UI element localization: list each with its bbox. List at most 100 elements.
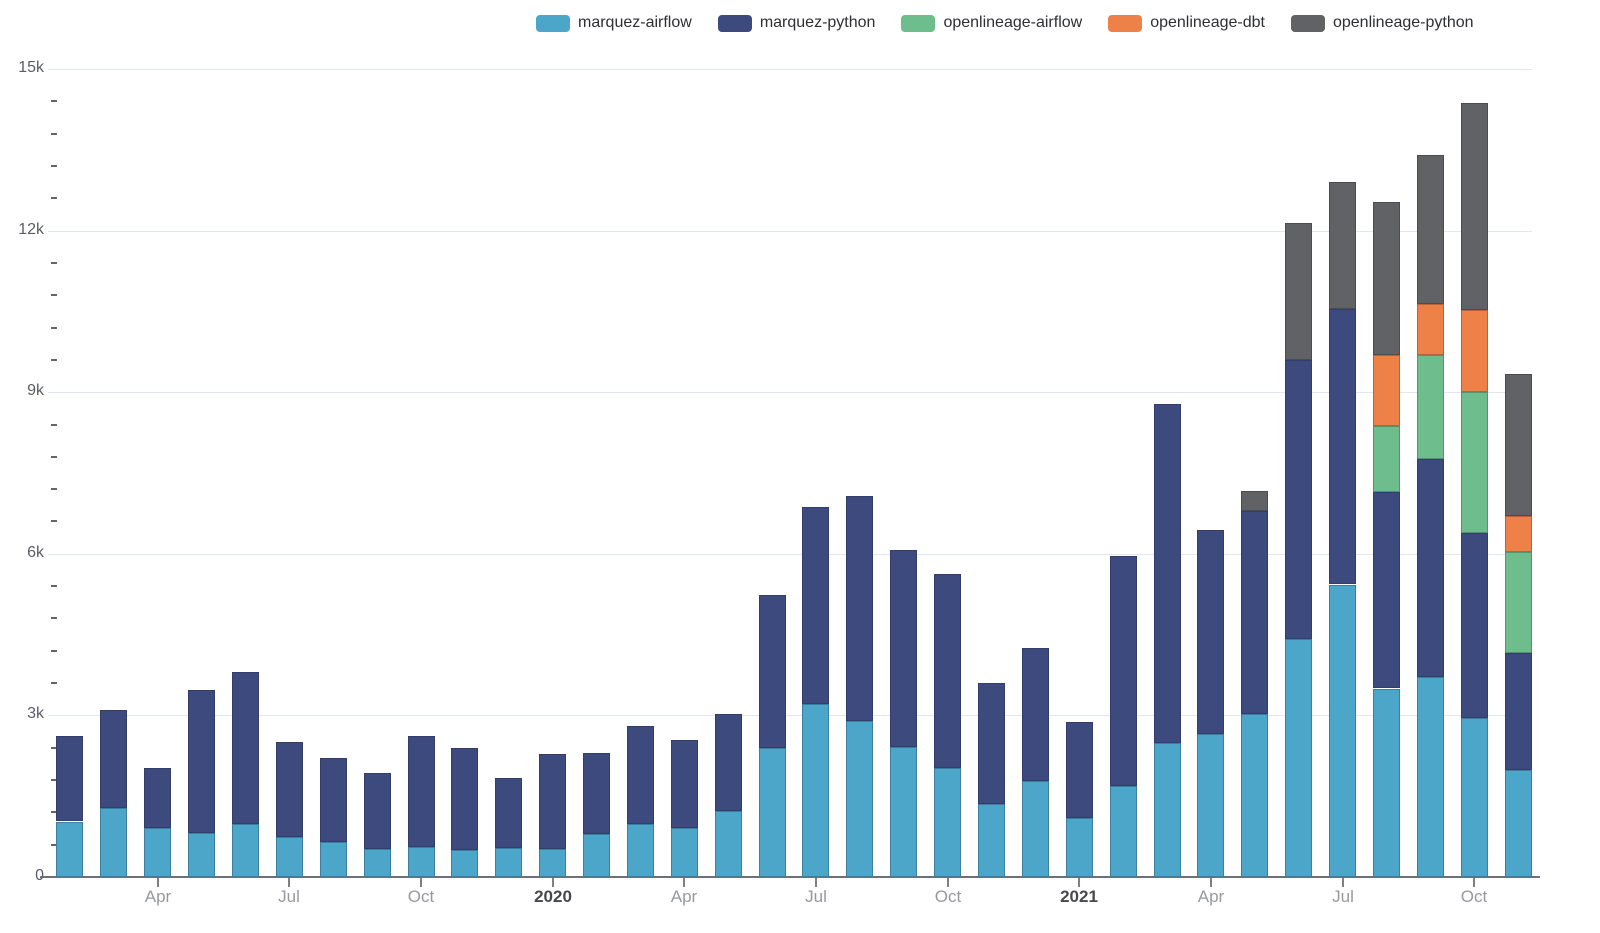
bar-segment-marquez-airflow[interactable] bbox=[626, 823, 654, 877]
bar-segment-marquez-airflow[interactable] bbox=[1109, 786, 1137, 877]
bar-segment-marquez-airflow[interactable] bbox=[188, 833, 216, 877]
bar-segment-marquez-python[interactable] bbox=[758, 594, 786, 748]
bar-segment-marquez-python[interactable] bbox=[1372, 492, 1400, 689]
bar-segment-marquez-airflow[interactable] bbox=[1372, 688, 1400, 877]
bar-segment-marquez-airflow[interactable] bbox=[802, 704, 830, 877]
bar-segment-marquez-python[interactable] bbox=[1285, 359, 1313, 639]
legend-item-openlineage-python[interactable]: openlineage-python bbox=[1290, 14, 1474, 32]
bar-segment-openlineage-python[interactable] bbox=[1285, 222, 1313, 360]
bar-segment-marquez-python[interactable] bbox=[1416, 459, 1444, 678]
bar-segment-marquez-airflow[interactable] bbox=[1416, 677, 1444, 877]
bar-segment-marquez-python[interactable] bbox=[451, 747, 479, 851]
legend-item-marquez-python[interactable]: marquez-python bbox=[717, 14, 876, 32]
bar-segment-marquez-airflow[interactable] bbox=[232, 823, 259, 877]
bar-segment-openlineage-dbt[interactable] bbox=[1504, 516, 1532, 553]
bar-segment-openlineage-python[interactable] bbox=[1504, 373, 1532, 517]
bar-segment-marquez-airflow[interactable] bbox=[1153, 743, 1181, 877]
bar-segment-marquez-python[interactable] bbox=[802, 506, 830, 705]
bar-segment-marquez-airflow[interactable] bbox=[539, 849, 567, 877]
bar-segment-marquez-python[interactable] bbox=[978, 682, 1005, 804]
bar-segment-marquez-airflow[interactable] bbox=[714, 810, 742, 877]
bar-segment-marquez-airflow[interactable] bbox=[56, 821, 84, 877]
bar-segment-marquez-airflow[interactable] bbox=[934, 767, 962, 877]
y-axis-label: 9k bbox=[27, 382, 44, 399]
bar-segment-marquez-python[interactable] bbox=[1065, 721, 1093, 818]
gridline-6k bbox=[48, 554, 1532, 555]
bar-segment-marquez-airflow[interactable] bbox=[144, 828, 172, 877]
y-axis-label: 12k bbox=[18, 221, 44, 238]
y-minor-tick bbox=[51, 811, 57, 813]
bar-segment-marquez-python[interactable] bbox=[1504, 652, 1532, 771]
bar-segment-marquez-airflow[interactable] bbox=[275, 837, 303, 877]
bar-segment-marquez-airflow[interactable] bbox=[758, 747, 786, 877]
bar-segment-marquez-python[interactable] bbox=[539, 753, 567, 849]
bar-segment-openlineage-python[interactable] bbox=[1241, 491, 1269, 511]
bar-segment-marquez-python[interactable] bbox=[890, 550, 918, 747]
bar-segment-marquez-python[interactable] bbox=[144, 767, 172, 829]
bar-segment-openlineage-airflow[interactable] bbox=[1372, 426, 1400, 493]
bar-segment-marquez-python[interactable] bbox=[100, 709, 128, 808]
bar-segment-marquez-python[interactable] bbox=[1021, 647, 1049, 781]
bar-segment-openlineage-airflow[interactable] bbox=[1460, 391, 1488, 533]
bar-segment-marquez-python[interactable] bbox=[188, 690, 216, 834]
bar-segment-marquez-airflow[interactable] bbox=[1065, 817, 1093, 877]
bar-segment-marquez-airflow[interactable] bbox=[583, 834, 610, 877]
bar-segment-marquez-python[interactable] bbox=[1241, 510, 1269, 714]
bar-segment-marquez-airflow[interactable] bbox=[1021, 780, 1049, 877]
bar-segment-openlineage-python[interactable] bbox=[1329, 182, 1356, 309]
y-axis-label: 0 bbox=[0, 867, 44, 885]
bar-segment-marquez-python[interactable] bbox=[846, 495, 874, 722]
bar-segment-marquez-airflow[interactable] bbox=[363, 849, 391, 877]
bar-segment-openlineage-airflow[interactable] bbox=[1416, 355, 1444, 459]
bar-segment-marquez-python[interactable] bbox=[934, 573, 962, 768]
bar-segment-marquez-airflow[interactable] bbox=[495, 848, 523, 877]
bar-segment-openlineage-dbt[interactable] bbox=[1372, 355, 1400, 427]
bar-segment-marquez-airflow[interactable] bbox=[1197, 733, 1225, 877]
bar-segment-marquez-python[interactable] bbox=[670, 740, 698, 829]
bar-segment-marquez-airflow[interactable] bbox=[451, 850, 479, 877]
bar-segment-marquez-airflow[interactable] bbox=[1504, 770, 1532, 877]
bar-segment-marquez-python[interactable] bbox=[1329, 308, 1356, 585]
bar-segment-marquez-python[interactable] bbox=[1460, 532, 1488, 719]
bar-segment-marquez-python[interactable] bbox=[407, 735, 435, 847]
legend-item-marquez-airflow[interactable]: marquez-airflow bbox=[536, 14, 692, 32]
bar-segment-marquez-airflow[interactable] bbox=[100, 808, 128, 877]
bar-segment-marquez-airflow[interactable] bbox=[1285, 638, 1313, 877]
y-minor-tick bbox=[51, 520, 57, 522]
legend-item-openlineage-airflow[interactable]: openlineage-airflow bbox=[901, 14, 1082, 32]
bar-segment-marquez-airflow[interactable] bbox=[1241, 713, 1269, 877]
bar-segment-marquez-airflow[interactable] bbox=[407, 846, 435, 877]
legend-label: marquez-airflow bbox=[578, 14, 692, 31]
bar-segment-marquez-python[interactable] bbox=[1153, 403, 1181, 744]
bar-segment-marquez-python[interactable] bbox=[56, 736, 84, 822]
bar-segment-marquez-python[interactable] bbox=[1197, 530, 1225, 734]
bar-segment-openlineage-dbt[interactable] bbox=[1416, 303, 1444, 356]
bar-segment-marquez-python[interactable] bbox=[232, 672, 259, 824]
bar-segment-openlineage-python[interactable] bbox=[1372, 202, 1400, 356]
bar-segment-marquez-airflow[interactable] bbox=[978, 803, 1005, 877]
legend-item-openlineage-dbt[interactable]: openlineage-dbt bbox=[1108, 14, 1265, 32]
bar-segment-marquez-airflow[interactable] bbox=[890, 746, 918, 877]
bar-segment-marquez-python[interactable] bbox=[626, 726, 654, 824]
legend-label: marquez-python bbox=[759, 14, 876, 31]
y-minor-tick bbox=[51, 262, 57, 264]
bar-segment-marquez-airflow[interactable] bbox=[1329, 584, 1356, 877]
bar-segment-openlineage-airflow[interactable] bbox=[1504, 552, 1532, 653]
bar-segment-openlineage-python[interactable] bbox=[1416, 155, 1444, 304]
bar-segment-marquez-python[interactable] bbox=[495, 778, 523, 849]
y-minor-tick bbox=[51, 650, 57, 652]
y-minor-tick bbox=[51, 327, 57, 329]
y-axis-label: 3k bbox=[27, 705, 44, 722]
bar-segment-openlineage-dbt[interactable] bbox=[1460, 309, 1488, 392]
bar-segment-marquez-python[interactable] bbox=[363, 772, 391, 850]
bar-segment-marquez-python[interactable] bbox=[319, 758, 347, 842]
bar-segment-marquez-airflow[interactable] bbox=[846, 721, 874, 877]
bar-segment-marquez-airflow[interactable] bbox=[670, 828, 698, 877]
bar-segment-marquez-python[interactable] bbox=[583, 752, 610, 835]
bar-segment-marquez-python[interactable] bbox=[275, 742, 303, 838]
bar-segment-marquez-python[interactable] bbox=[1109, 556, 1137, 786]
bar-segment-marquez-python[interactable] bbox=[714, 714, 742, 811]
bar-segment-openlineage-python[interactable] bbox=[1460, 102, 1488, 310]
bar-segment-marquez-airflow[interactable] bbox=[1460, 718, 1488, 877]
bar-segment-marquez-airflow[interactable] bbox=[319, 841, 347, 877]
